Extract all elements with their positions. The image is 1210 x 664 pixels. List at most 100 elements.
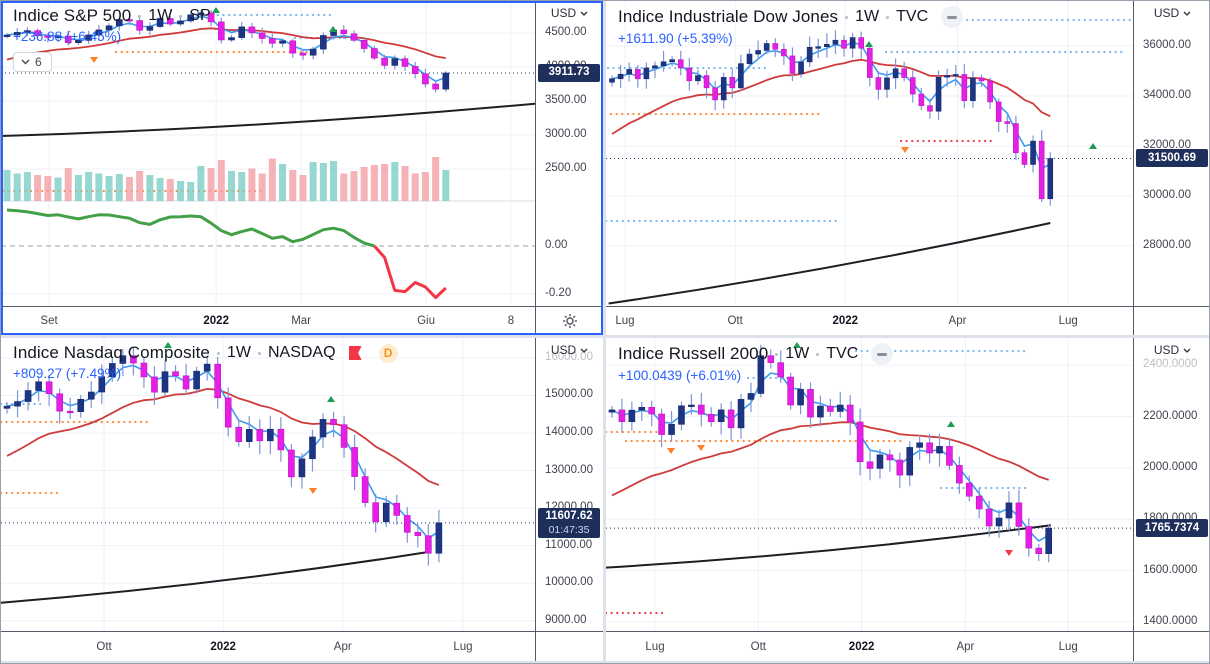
time-axis-label: Apr — [333, 640, 352, 653]
time-axis-label: Apr — [956, 640, 975, 653]
price-tick: 36000.00 — [1143, 39, 1191, 51]
chart-canvas[interactable] — [606, 338, 1133, 631]
price-tick: 28000.00 — [1143, 239, 1191, 251]
currency-label: USD — [1153, 343, 1180, 357]
interval-label[interactable]: 1W — [226, 344, 251, 361]
time-axis-label: Lug — [1058, 640, 1078, 653]
price-scale[interactable]: USD 11607.62 01:47:35 16000.00 15000.00 14… — [535, 338, 603, 631]
ellipsis-icon — [877, 352, 888, 356]
chart-panel-nasdaq[interactable]: USD 11607.62 01:47:35 16000.00 15000.00 14… — [1, 338, 603, 661]
currency-dropdown[interactable]: USD — [1134, 6, 1209, 20]
legend: Indice Industriale Dow Jones 1W TVC +161… — [618, 6, 964, 46]
separator-dot — [179, 14, 183, 18]
legend: Indice Russell 2000 1W TVC +100.0439 (+6… — [618, 343, 894, 383]
price-tick: 2400.0000 — [1143, 358, 1198, 371]
legend-more-button[interactable] — [941, 6, 964, 28]
currency-dropdown[interactable]: USD — [536, 6, 603, 20]
time-axis-label: Giu — [417, 315, 436, 327]
settings-gear-icon[interactable] — [562, 313, 578, 329]
chevron-down-icon — [21, 59, 30, 65]
chevron-down-icon — [580, 348, 588, 353]
ellipsis-icon — [947, 15, 958, 19]
time-axis-label: Lug — [453, 640, 473, 653]
price-tick: 15000.00 — [545, 388, 593, 401]
price-scale[interactable]: USD 1765.7374 2400.0000 2200.0000 2000.000… — [1133, 338, 1209, 631]
change-label: +1611.90 (+5.39%) — [618, 31, 733, 46]
legend: Indice S&P 500 1W SP +236.88 (+6.45%) 6 — [13, 6, 211, 72]
price-tick: 34000.00 — [1143, 89, 1191, 101]
exchange-label[interactable]: TVC — [896, 8, 929, 25]
last-price-label: 31500.69 — [1136, 149, 1208, 168]
chart-panel-dowjones[interactable]: USD 31500.69 36000.00 34000.00 32000.00 300… — [606, 1, 1209, 335]
chart-plot[interactable] — [1, 1, 535, 306]
symbol-title[interactable]: Indice Nasdaq Composite — [13, 343, 210, 362]
chart-canvas[interactable] — [1, 1, 535, 306]
price-tick: 2500.00 — [545, 162, 587, 175]
time-axis-label: 2022 — [210, 640, 236, 653]
separator-dot — [216, 351, 220, 355]
time-axis-label: Ott — [750, 640, 766, 653]
change-label: +100.0439 (+6.01%) — [618, 368, 742, 383]
scale-corner — [1133, 632, 1209, 661]
last-price-label: 11607.62 01:47:35 — [538, 507, 600, 538]
last-price-label: 1765.7374 — [1136, 519, 1208, 538]
hidden-indicator-count: 6 — [35, 55, 42, 69]
panel-divider-vertical — [603, 1, 606, 663]
time-axis[interactable]: Lug Ott 2022 Apr Lug — [606, 306, 1209, 335]
price-tick: 2000.0000 — [1143, 460, 1198, 473]
time-axis-label: Ott — [96, 640, 112, 653]
currency-label: USD — [550, 6, 577, 20]
time-axis-label: Ott — [727, 315, 743, 327]
legend: Indice Nasdaq Composite 1W NASDAQ D +809… — [13, 343, 398, 381]
price-tick: 13000.00 — [545, 463, 593, 476]
time-axis[interactable]: Set 2022 Mar Giu 8 — [1, 306, 603, 335]
scale-corner — [535, 632, 603, 661]
symbol-title[interactable]: Indice Russell 2000 — [618, 344, 769, 363]
time-axis-label: 8 — [507, 315, 515, 327]
currency-label: USD — [1153, 6, 1180, 20]
interval-label[interactable]: 1W — [855, 8, 880, 25]
currency-dropdown[interactable]: USD — [1134, 343, 1209, 357]
separator-dot — [886, 15, 890, 19]
time-axis-label: Set — [40, 315, 58, 327]
symbol-title[interactable]: Indice S&P 500 — [13, 6, 132, 25]
price-scale[interactable]: USD 31500.69 36000.00 34000.00 32000.00 300… — [1133, 1, 1209, 306]
price-tick: 3000.00 — [545, 128, 587, 140]
time-axis-label: Lug — [1058, 315, 1078, 327]
chart-plot[interactable] — [606, 1, 1133, 306]
chart-plot[interactable] — [606, 338, 1133, 631]
interval-label[interactable]: 1W — [148, 7, 173, 24]
time-axis-label: 2022 — [203, 315, 229, 327]
price-tick: 3500.00 — [545, 94, 587, 106]
flag-icon[interactable] — [348, 346, 362, 360]
time-axis[interactable]: Ott 2022 Apr Lug — [1, 631, 603, 661]
legend-more-button[interactable] — [871, 343, 894, 365]
currency-dropdown[interactable]: USD — [536, 343, 603, 357]
exchange-label[interactable]: SP — [189, 7, 211, 24]
price-tick: 14000.00 — [545, 425, 593, 438]
chart-panel-sp500[interactable]: USD 3911.73 4500.004000.003500.003000.00… — [1, 1, 603, 335]
legend-expand-button[interactable]: 6 — [13, 52, 52, 72]
exchange-label[interactable]: TVC — [826, 345, 859, 362]
bar-countdown: 01:47:35 — [548, 524, 590, 537]
exchange-label[interactable]: NASDAQ — [267, 344, 336, 361]
chart-canvas[interactable] — [1, 338, 535, 631]
scale-settings-corner[interactable] — [535, 307, 603, 335]
chart-plot[interactable] — [1, 338, 535, 631]
chevron-down-icon — [1183, 11, 1191, 16]
price-tick: 9000.00 — [545, 613, 587, 626]
symbol-title[interactable]: Indice Industriale Dow Jones — [618, 7, 839, 26]
price-tick: 16000.00 — [545, 350, 593, 363]
time-axis-label: Apr — [948, 315, 967, 327]
chart-panel-russell2000[interactable]: USD 1765.7374 2400.0000 2200.0000 2000.000… — [606, 338, 1209, 661]
price-scale[interactable]: USD 3911.73 4500.004000.003500.003000.00… — [535, 1, 603, 306]
daily-badge[interactable]: D — [378, 343, 398, 363]
price-tick: 2200.0000 — [1143, 409, 1198, 422]
separator-dot — [775, 352, 779, 356]
chart-canvas[interactable] — [606, 1, 1133, 306]
separator-dot — [138, 14, 142, 18]
time-axis[interactable]: Lug Ott 2022 Apr Lug — [606, 631, 1209, 661]
price-tick: 30000.00 — [1143, 189, 1191, 201]
separator-dot — [257, 351, 261, 355]
interval-label[interactable]: 1W — [785, 345, 810, 362]
